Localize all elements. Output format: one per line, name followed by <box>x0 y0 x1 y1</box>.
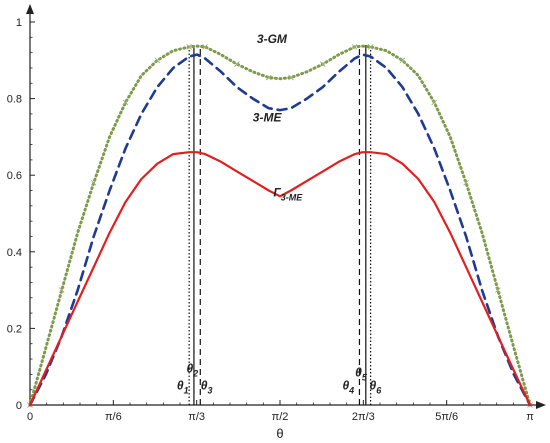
theta-label-subscript: 6 <box>376 386 382 396</box>
series-line-1 <box>28 53 532 407</box>
series-point <box>367 44 374 50</box>
series-point <box>431 99 438 106</box>
series-layer <box>27 44 533 408</box>
theta-label-1: θ1 <box>177 379 189 396</box>
series-point <box>463 180 469 186</box>
series-label-0: 3-GM <box>257 32 288 46</box>
series-point <box>90 180 97 186</box>
theta-label-subscript: 2 <box>192 368 198 378</box>
series-point <box>234 61 240 67</box>
vertical-lines-layer <box>188 44 372 405</box>
series-point <box>351 44 358 50</box>
series-label-1: 3-ME <box>253 111 283 125</box>
x-tick-label: π/6 <box>105 411 122 423</box>
series-point <box>320 61 326 67</box>
theta-label-subscript: 1 <box>184 386 189 396</box>
series-point <box>122 99 129 106</box>
series-label-2: Γ3-ME <box>273 185 303 202</box>
y-tick-label: 0.4 <box>7 247 22 259</box>
y-tick-label: 0 <box>16 400 22 412</box>
series-line-0 <box>28 44 532 407</box>
theta-label-6: θ6 <box>370 379 383 396</box>
theta-label-subscript: 4 <box>348 386 354 396</box>
series-point <box>186 44 192 50</box>
theta-label-subscript: 3 <box>208 386 213 396</box>
series-point <box>288 74 294 81</box>
x-tick-label: π/2 <box>272 411 289 423</box>
series-point <box>202 44 208 50</box>
x-tick-label: π/3 <box>188 411 205 423</box>
series-label-subscript: 3-ME <box>281 192 303 202</box>
theta-label-subscript: 5 <box>362 372 368 382</box>
y-tick-label: 0.8 <box>7 94 22 106</box>
theta-label-2: θ2 <box>186 361 198 378</box>
theta-label-4: θ4 <box>342 379 354 396</box>
x-tick-label: π <box>526 411 534 423</box>
y-tick-label: 1 <box>16 17 22 29</box>
x-tick-label: 2π/3 <box>352 411 375 423</box>
x-tick-label: 5π/6 <box>435 411 458 423</box>
x-tick-label: 0 <box>27 411 33 423</box>
series-line-2 <box>28 151 532 407</box>
series-point <box>495 287 501 293</box>
y-axis-arrow <box>26 4 34 14</box>
series-point <box>265 74 272 81</box>
x-axis-title: θ <box>276 426 283 441</box>
y-tick-label: 0.6 <box>7 170 22 182</box>
axes-layer: 0 π/6 π/3 π/2 2π/3 5π/6 π 0 0.2 0.4 0.6 0.8 1 θ <box>7 4 546 441</box>
series-point <box>59 287 65 293</box>
series-point <box>154 57 161 64</box>
theta-label-3: θ3 <box>201 379 213 396</box>
x-axis-arrow <box>536 401 546 409</box>
y-tick-label: 0.2 <box>7 323 22 335</box>
series-point <box>399 57 406 64</box>
